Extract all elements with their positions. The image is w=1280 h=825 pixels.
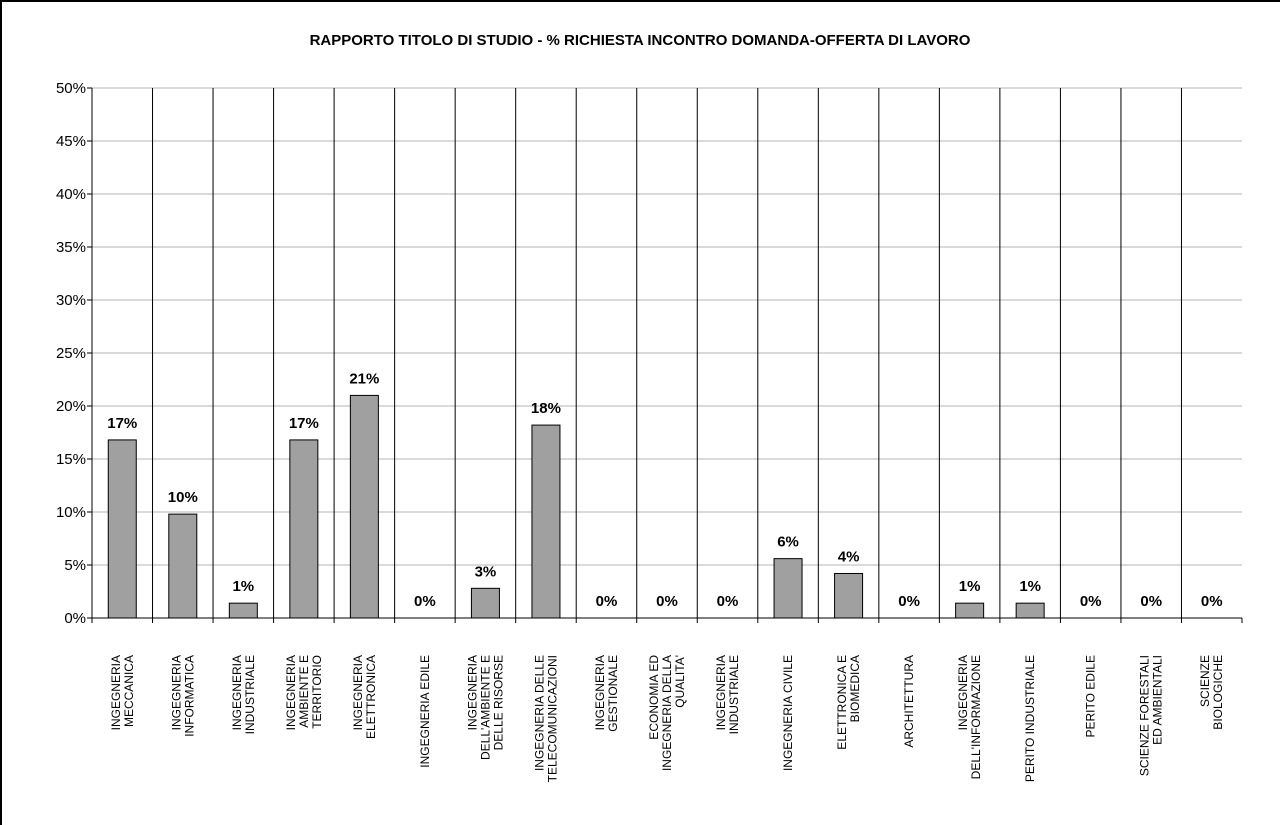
x-category-label: INGEGNERIA EDILE	[418, 655, 432, 768]
x-category-label: TERRITORIO	[310, 655, 324, 729]
x-category-label: DELL'INFORMAZIONE	[969, 655, 983, 779]
bar-value-label: 0%	[596, 593, 618, 610]
x-category-label: INGEGNERIA CIVILE	[781, 655, 795, 771]
bar-value-label: 21%	[349, 370, 379, 387]
bar	[470, 587, 500, 619]
bar-value-label: 18%	[531, 400, 561, 417]
bar-value-label: 3%	[475, 563, 497, 580]
y-tick-label: 20%	[56, 398, 86, 415]
bar-value-label: 0%	[1080, 593, 1102, 610]
bar-value-label: 10%	[168, 489, 198, 506]
x-category-label: BIOLOGICHE	[1211, 655, 1225, 730]
bar	[773, 558, 803, 619]
y-tick-label: 0%	[64, 610, 86, 627]
bar-value-label: 17%	[107, 415, 137, 432]
y-tick-label: 35%	[56, 239, 86, 256]
bar	[107, 439, 137, 619]
y-tick-label: 40%	[56, 186, 86, 203]
bar-value-label: 4%	[838, 548, 860, 565]
x-category-label: GESTIONALE	[606, 655, 620, 732]
axes	[91, 88, 1243, 623]
x-category-label: MECCANICA	[122, 655, 136, 727]
bar	[349, 394, 379, 619]
bar	[1015, 602, 1045, 619]
value-labels: 17% 10% 1% 17% 21% 0% 3% 18% 0% 0% 0% 6% 4% 0% 1% 1% 0% 0…	[107, 370, 1222, 610]
x-category-label: AMBIENTE E	[297, 655, 311, 728]
y-tick-label: 10%	[56, 504, 86, 521]
x-category-label: SCIENZE	[1198, 655, 1212, 707]
category-separators	[152, 88, 1182, 618]
x-category-label: QUALITA'	[673, 655, 687, 708]
bar-value-label: 0%	[898, 593, 920, 610]
x-category-label: INGEGNERIA	[593, 655, 607, 730]
bar-value-label: 1%	[1019, 578, 1041, 595]
x-category-label: INGEGNERIA	[956, 655, 970, 730]
y-tick-label: 25%	[56, 345, 86, 362]
x-category-label: INGEGNERIA	[230, 655, 244, 730]
chart-title: RAPPORTO TITOLO DI STUDIO - % RICHIESTA …	[310, 32, 971, 49]
y-tick-label: 50%	[56, 80, 86, 97]
bar-value-label: 1%	[232, 578, 254, 595]
bar	[955, 602, 985, 619]
gridlines	[92, 87, 1242, 566]
x-category-label: INGEGNERIA	[714, 655, 728, 730]
x-category-label: ARCHITETTURA	[902, 655, 916, 748]
bars	[107, 394, 1045, 619]
bar-value-label: 6%	[777, 534, 799, 551]
bar	[289, 439, 319, 619]
x-category-label: INDUSTRIALE	[727, 655, 741, 734]
x-category-label: DELL'AMBIENTE E	[478, 655, 492, 760]
x-category-label: INGEGNERIA	[109, 655, 123, 730]
x-category-label: PERITO INDUSTRIALE	[1023, 655, 1037, 782]
x-category-label: INGEGNERIA DELLA	[660, 655, 674, 771]
bar-value-label: 1%	[959, 578, 981, 595]
x-category-label: INGEGNERIA	[169, 655, 183, 730]
bar-value-label: 0%	[717, 593, 739, 610]
bar-value-label: 0%	[1201, 593, 1223, 610]
x-category-label: ECONOMIA ED	[647, 655, 661, 740]
y-axis-ticks: 0% 5% 10% 15% 20% 25% 30% 35% 40% 45% 50%	[56, 80, 92, 627]
x-category-label: ELETTRONICA	[364, 655, 378, 739]
bar	[228, 602, 258, 619]
x-category-label: INDUSTRIALE	[243, 655, 257, 734]
bar	[168, 513, 198, 619]
x-category-label: ED AMBIENTALI	[1151, 655, 1165, 745]
x-category-label: INGEGNERIA DELLE	[532, 655, 546, 771]
x-category-label: INGEGNERIA	[351, 655, 365, 730]
bar	[834, 572, 864, 619]
x-category-label: INGEGNERIA	[284, 655, 298, 730]
x-category-label: SCIENZE FORESTALI	[1138, 655, 1152, 776]
x-category-label: ELETTRONICA E	[835, 655, 849, 750]
bar-value-label: 17%	[289, 415, 319, 432]
y-tick-label: 45%	[56, 133, 86, 150]
y-tick-label: 30%	[56, 292, 86, 309]
bar-value-label: 0%	[656, 593, 678, 610]
x-category-label: INGEGNERIA	[465, 655, 479, 730]
x-category-label: INFORMATICA	[182, 655, 196, 737]
y-tick-label: 5%	[64, 557, 86, 574]
y-tick-label: 15%	[56, 451, 86, 468]
bar-value-label: 0%	[1140, 593, 1162, 610]
bar	[531, 424, 561, 619]
x-category-label: BIOMEDICA	[848, 655, 862, 722]
x-category-label: DELLE RISORSE	[491, 655, 505, 750]
bar-value-label: 0%	[414, 593, 436, 610]
x-category-label: TELECOMUNICAZIONI	[545, 655, 559, 782]
x-category-label: PERITO EDILE	[1084, 655, 1098, 737]
